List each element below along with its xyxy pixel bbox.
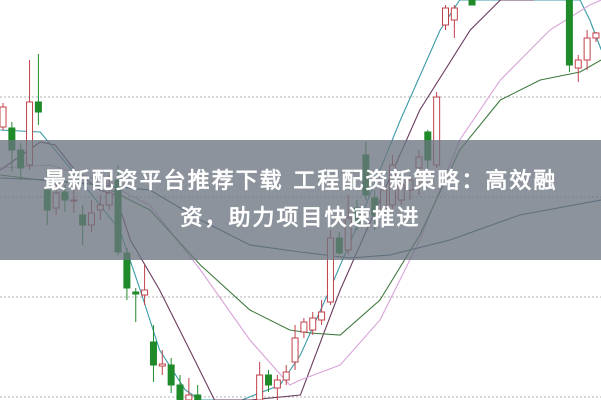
candle-body (185, 394, 193, 400)
candle (167, 358, 175, 393)
candle (158, 350, 166, 375)
candle-body (291, 337, 299, 363)
candle (583, 30, 591, 70)
candle (309, 312, 317, 335)
candle (574, 55, 582, 82)
candle (185, 378, 193, 400)
candle (176, 375, 184, 400)
candle-body (256, 374, 264, 400)
candle (149, 325, 157, 382)
candle (318, 300, 326, 325)
candle-body (300, 321, 308, 333)
candle-body (309, 317, 317, 331)
candle-body (574, 59, 582, 69)
candle (265, 370, 272, 392)
candle (282, 365, 290, 385)
candle-body (132, 291, 140, 295)
candle (0, 103, 7, 130)
candle (565, 0, 573, 72)
candle-body (194, 394, 202, 400)
candle (194, 385, 202, 400)
headline-line-2: 资，助力项目快速推进 (180, 206, 421, 231)
candle (273, 375, 281, 400)
candle (450, 5, 458, 38)
candle (291, 325, 299, 370)
candle-body (158, 363, 166, 367)
candle-body (282, 371, 290, 381)
candle-body (34, 101, 42, 113)
candle-body (583, 37, 591, 61)
candle (300, 318, 308, 338)
candle-body (176, 384, 184, 400)
candle-body (592, 32, 600, 39)
candle-body (265, 374, 272, 386)
candle (468, 0, 476, 6)
candle-body (450, 7, 458, 21)
headline-line-1: 最新配资平台推荐下载 工程配资新策略：高效融 (43, 169, 558, 194)
candle (592, 32, 600, 42)
candle-body (468, 0, 476, 6)
candle (34, 54, 42, 125)
candle (141, 265, 149, 305)
candle (442, 5, 449, 30)
candle-body (565, 0, 573, 66)
candle-body (442, 7, 449, 26)
candle (132, 288, 140, 322)
candle-body (167, 364, 175, 386)
candle (256, 362, 264, 400)
candle-body (141, 289, 149, 296)
candle-body (0, 106, 7, 128)
title-overlay-band (0, 140, 601, 260)
candle-body (318, 311, 326, 321)
candle-body (149, 341, 157, 366)
candle-body (273, 379, 281, 389)
